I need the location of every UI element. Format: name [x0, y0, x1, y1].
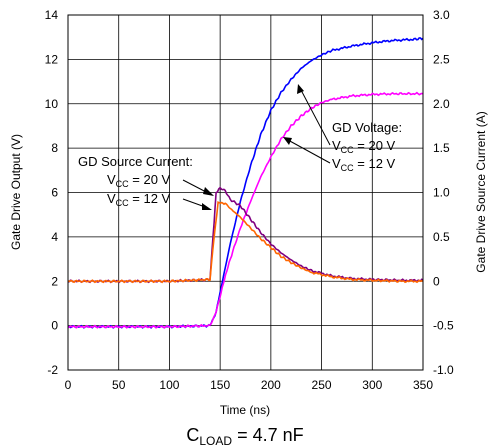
y-left-tick-label: 6	[51, 186, 58, 200]
y-right-axis-title: Gate Drive Source Current (A)	[474, 111, 488, 272]
x-tick-label: 300	[362, 378, 382, 392]
y-right-tick-label: 1.0	[433, 186, 450, 200]
x-tick-label: 150	[210, 378, 230, 392]
y-right-tick-label: -1.0	[433, 363, 454, 377]
annotation-source-heading: GD Source Current:	[78, 154, 193, 169]
y-right-tick-label: 1.5	[433, 141, 450, 155]
y-left-tick-label: 4	[51, 230, 58, 244]
annotation-voltage-vcc20-sub: CC	[341, 145, 354, 155]
annotation-arrowhead-voltage-20	[297, 84, 304, 94]
caption-sub: LOAD	[199, 434, 232, 448]
annotation-source-vcc12-val: = 12 V	[129, 191, 171, 206]
y-right-tick-label: 3.0	[433, 8, 450, 22]
y-right-tick-label: 2.5	[433, 52, 450, 66]
x-tick-label: 350	[413, 378, 433, 392]
y-left-tick-label: 0	[51, 319, 58, 333]
annotation-voltage-vcc12: VCC = 12 V	[332, 156, 396, 173]
series-line	[67, 200, 424, 284]
x-tick-label: 250	[312, 378, 332, 392]
y-right-tick-label: -0.5	[433, 319, 454, 333]
annotation-voltage-vcc20-val: = 20 V	[354, 138, 396, 153]
annotation-source-vcc20-val: = 20 V	[129, 172, 171, 187]
y-left-tick-label: 14	[45, 8, 59, 22]
y-left-tick-label: 12	[45, 52, 59, 66]
y-left-tick-label: 2	[51, 274, 58, 288]
annotation-arrow-voltage-12	[287, 139, 331, 164]
plot-frame	[67, 14, 424, 371]
y-left-tick-label: 10	[45, 97, 59, 111]
y-right-tick-label: 0.5	[433, 230, 450, 244]
series-layer	[67, 37, 424, 329]
grid	[68, 15, 423, 370]
x-tick-label: 0	[65, 378, 72, 392]
series-line	[67, 186, 424, 284]
chart-caption: CLOAD = 4.7 nF	[186, 425, 303, 448]
x-axis-title: Time (ns)	[220, 403, 270, 417]
annotation-source-current: GD Source Current: VCC = 20 V VCC = 12 V	[78, 154, 214, 210]
y-left-tick-label: 8	[51, 141, 58, 155]
annotation-arrowhead-source-12	[202, 203, 212, 210]
annotation-voltage-heading: GD Voltage:	[332, 120, 402, 135]
ticks-layer: 0 50 100 150 200 250 300 350 -2 0 2 4 6 8 10 12 14 -1.0 -0…	[45, 8, 454, 392]
annotation-arrowhead-source-20	[203, 187, 214, 196]
annotation-voltage-vcc12-sub: CC	[341, 163, 354, 173]
annotation-arrow-voltage-20	[300, 89, 331, 146]
annotation-source-vcc20-sub: CC	[116, 179, 129, 189]
annotation-gd-voltage: GD Voltage: VCC = 20 V VCC = 12 V	[283, 84, 402, 173]
annotation-source-vcc12: VCC = 12 V	[107, 191, 171, 208]
annotation-source-vcc12-sub: CC	[116, 198, 129, 208]
annotation-voltage-vcc20: VCC = 20 V	[332, 138, 396, 155]
annotation-arrowhead-voltage-12	[283, 137, 292, 145]
annotation-voltage-vcc12-val: = 12 V	[354, 156, 396, 171]
caption-main: C	[186, 425, 199, 445]
y-right-tick-label: 0	[433, 274, 440, 288]
annotation-source-vcc20: VCC = 20 V	[107, 172, 171, 189]
y-left-axis-title: Gate Drive Output (V)	[9, 134, 23, 250]
y-left-tick-label: -2	[47, 363, 58, 377]
x-tick-label: 200	[261, 378, 281, 392]
caption-rest: = 4.7 nF	[232, 425, 304, 445]
x-tick-label: 100	[159, 378, 179, 392]
series-line	[67, 91, 424, 329]
x-tick-label: 50	[112, 378, 126, 392]
y-right-tick-label: 2.0	[433, 97, 450, 111]
